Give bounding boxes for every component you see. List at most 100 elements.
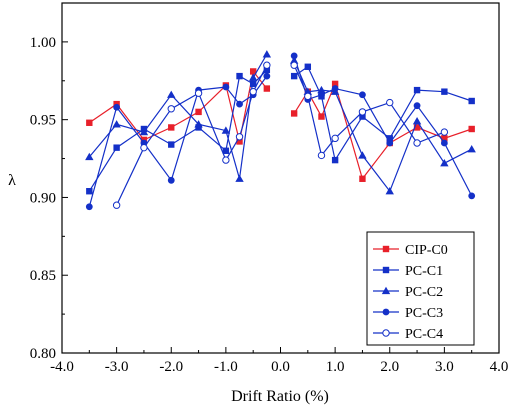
data-point [168,124,175,131]
data-point [385,187,394,195]
y-tick-label: 0.85 [30,268,56,284]
series-line [293,60,472,193]
data-point [194,120,203,128]
legend-item: PC-C2 [373,285,443,300]
data-point [290,72,298,80]
data-point [167,90,176,98]
y-axis-title: λ [8,172,16,189]
data-point [168,141,175,148]
legend-marker [382,308,390,316]
data-point [413,124,421,131]
x-tick-label: -2.0 [159,359,183,375]
data-point [112,201,121,209]
data-point [317,85,326,94]
y-tick-label: 0.80 [30,346,56,362]
data-point [236,72,243,80]
data-point [263,66,271,74]
data-point [290,110,298,117]
legend-label: PC-C2 [405,285,443,300]
legend-marker [382,266,390,274]
data-point [440,139,448,147]
data-point [304,63,312,70]
data-point [441,88,448,95]
data-point [468,192,476,200]
data-point [263,72,271,80]
data-point [331,156,339,164]
legend-label: PC-C1 [405,264,443,279]
series-line [116,64,268,206]
data-point [359,175,366,182]
data-point [139,127,149,136]
y-tick-label: 1.00 [30,35,56,51]
x-tick-label: 4.0 [490,359,509,375]
data-point [331,80,339,88]
legend-marker [382,329,390,337]
data-point [194,89,203,97]
legend-label: PC-C4 [405,327,443,342]
series-pc-c2 [85,50,476,195]
data-point [262,50,272,58]
data-point [167,176,175,184]
data-point [440,128,449,136]
data-point [221,126,231,134]
data-point [236,138,243,145]
data-point [235,174,244,182]
y-tick-label: 0.90 [30,190,56,206]
data-point [249,87,257,96]
legend-marker [381,286,391,295]
data-point [412,117,422,125]
data-point [386,139,394,147]
data-point [113,103,121,111]
data-point [236,100,243,108]
y-tick-label: 0.95 [30,113,56,129]
legend-item: PC-C1 [373,264,443,279]
x-tick-label: 0.0 [271,359,290,375]
data-point [318,91,325,99]
data-point [86,188,93,195]
data-point [140,143,148,152]
data-point [358,108,367,116]
series-line [293,55,473,197]
legend-item: PC-C3 [373,306,443,321]
x-axis-title: Drift Ratio (%) [231,388,329,405]
data-point [358,151,367,159]
data-point [263,61,271,69]
x-tick-label: -4.0 [50,359,74,375]
series-cip-c0 [86,68,475,182]
data-point [413,102,421,110]
data-point [413,139,421,147]
data-point [290,61,298,69]
data-point [85,203,93,211]
data-point [290,52,298,60]
data-point [317,151,326,160]
x-tick-label: -1.0 [214,359,238,375]
legend-item: CIP-C0 [373,243,448,258]
legend-marker [382,245,390,253]
legend-label: CIP-C0 [405,243,448,258]
data-point [467,145,476,153]
data-point [331,85,339,92]
x-tick-label: 3.0 [435,359,454,375]
data-point [85,152,94,161]
series-pc-c4 [112,61,449,209]
data-point [441,135,448,142]
data-point [249,80,257,88]
legend-item: PC-C4 [373,327,443,342]
data-point [413,86,421,94]
data-point [359,91,366,99]
data-point [386,98,394,107]
data-point [318,113,325,120]
data-point [304,92,312,101]
data-point [235,133,244,141]
legend-label: PC-C3 [405,306,443,321]
data-point [222,147,230,154]
data-point [249,68,257,75]
data-point [86,119,93,126]
data-point [468,125,475,133]
data-point [331,134,339,143]
data-point [248,73,258,81]
data-point [468,97,475,105]
data-point [386,135,393,142]
x-tick-label: -3.0 [105,359,129,375]
